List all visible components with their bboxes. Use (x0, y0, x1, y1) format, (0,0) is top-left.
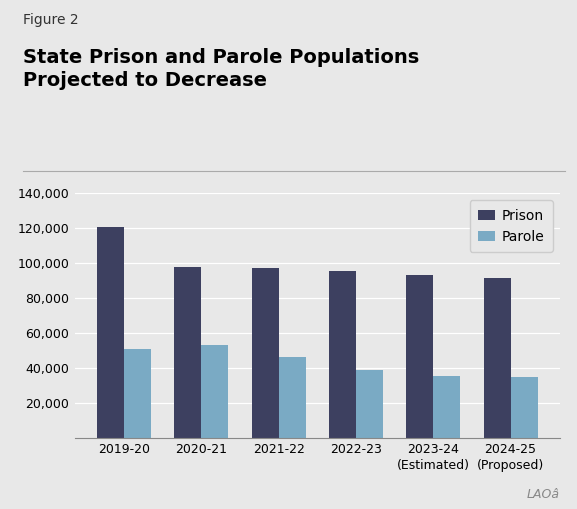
Text: State Prison and Parole Populations
Projected to Decrease: State Prison and Parole Populations Proj… (23, 48, 419, 90)
Legend: Prison, Parole: Prison, Parole (470, 201, 553, 252)
Bar (511, 377, 538, 438)
Bar (279, 357, 306, 438)
Bar (124, 349, 151, 438)
Bar (97, 227, 124, 438)
Bar (201, 345, 228, 438)
Bar (174, 267, 201, 438)
Bar (484, 278, 511, 438)
Bar (433, 376, 460, 438)
Bar (329, 271, 356, 438)
Text: LAOâ: LAOâ (527, 488, 560, 501)
Bar (356, 370, 383, 438)
Bar (252, 268, 279, 438)
Bar (406, 274, 433, 438)
Text: Figure 2: Figure 2 (23, 13, 78, 27)
